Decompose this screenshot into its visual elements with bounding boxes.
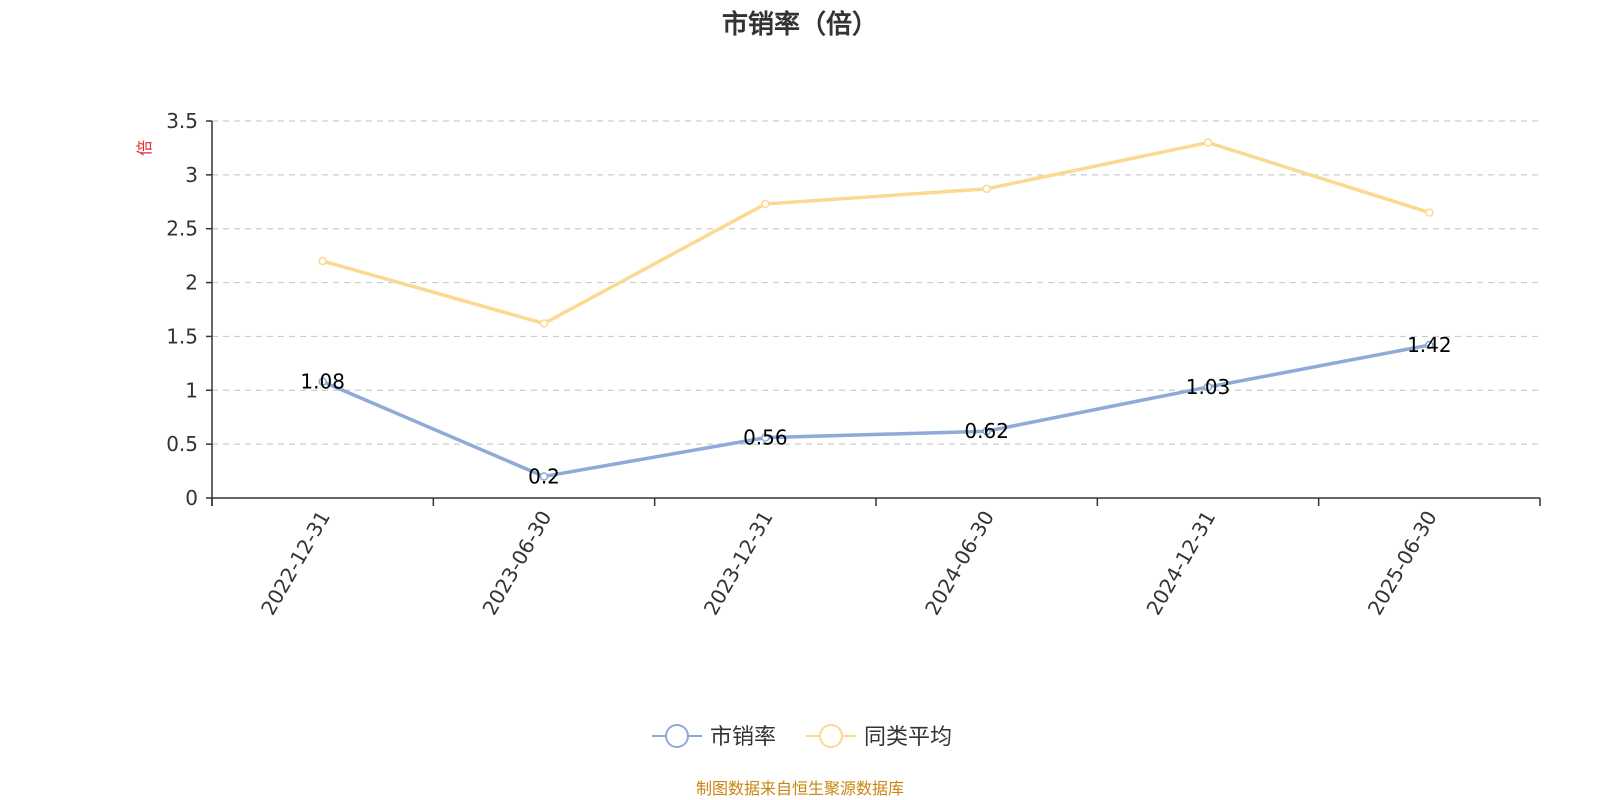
x-tick-label: 2023-12-31 [699, 507, 778, 620]
data-point[interactable] [1425, 208, 1434, 217]
data-label: 0.2 [528, 464, 560, 488]
data-label: 1.08 [300, 370, 345, 394]
y-tick-label: 1 [185, 378, 198, 402]
x-tick-label: 2022-12-31 [256, 507, 335, 620]
data-point[interactable] [318, 256, 327, 266]
data-label: 0.62 [964, 419, 1009, 443]
grid-lines [212, 120, 1540, 445]
data-point[interactable] [539, 319, 549, 328]
series-line-0 [321, 343, 1430, 479]
legend-item-0[interactable]: 市销率 [652, 724, 776, 750]
x-tick-label: 2024-06-30 [920, 507, 999, 620]
data-point[interactable] [982, 184, 991, 194]
y-tick-label: 3 [185, 163, 198, 187]
data-point[interactable] [318, 377, 327, 386]
series-lines [318, 138, 1434, 481]
data-point[interactable] [539, 472, 549, 481]
x-tick-label: 2023-06-30 [477, 507, 556, 620]
series-line-1 [322, 140, 1430, 326]
data-label: 1.42 [1407, 333, 1452, 357]
data-point[interactable] [1203, 138, 1213, 147]
x-tick-label: 2025-06-30 [1363, 507, 1442, 620]
y-axis-unit-label: 倍 [135, 140, 154, 156]
data-label: 1.03 [1186, 375, 1231, 399]
data-point[interactable] [1425, 340, 1434, 350]
chart-title: 市销率（倍） [721, 10, 878, 40]
y-tick-label: 1.5 [166, 324, 198, 348]
y-tick-label: 2.5 [166, 217, 198, 241]
y-tick-label: 2 [185, 271, 198, 295]
legend-label: 同类平均 [864, 725, 952, 750]
legend-label: 市销率 [710, 725, 776, 750]
y-tick-label: 0 [185, 486, 198, 510]
legend-circle-icon [665, 724, 689, 748]
data-point[interactable] [982, 426, 991, 436]
legend[interactable]: 市销率 同类平均 [652, 724, 952, 750]
legend-item-1[interactable]: 同类平均 [806, 724, 952, 750]
data-point[interactable] [1203, 382, 1213, 392]
source-note: 制图数据来自恒生聚源数据库 [695, 779, 904, 798]
legend-circle-icon [819, 724, 843, 748]
x-tick-label: 2024-12-31 [1141, 507, 1220, 620]
data-point[interactable] [761, 199, 770, 209]
y-tick-label: 3.5 [166, 109, 198, 133]
data-labels: 1.08 0.2 0.56 0.62 1.03 1.42 [300, 333, 1451, 488]
y-tick-label: 0.5 [166, 432, 198, 456]
data-point[interactable] [761, 433, 770, 442]
data-label: 0.56 [743, 426, 788, 450]
